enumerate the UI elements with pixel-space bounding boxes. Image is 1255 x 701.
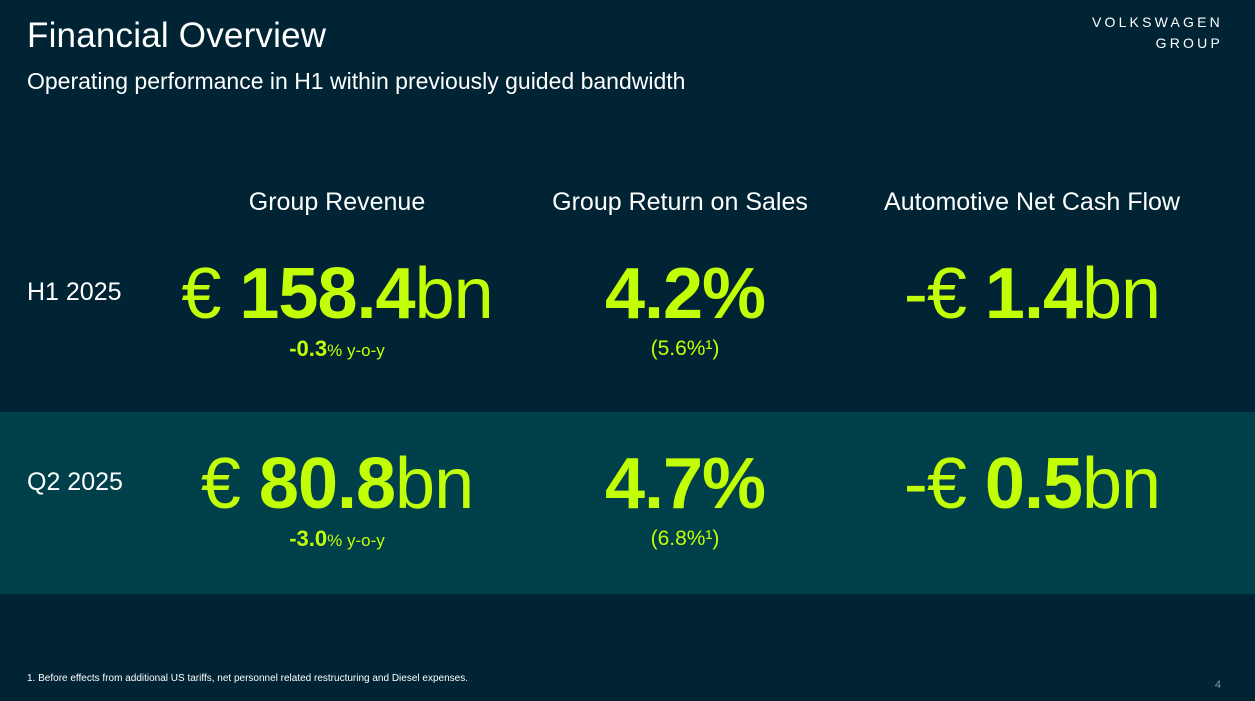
h1-ncf-prefix: -€ (903, 254, 985, 334)
page-title: Financial Overview (27, 16, 327, 55)
h1-revenue-change: -0.3 (289, 336, 328, 361)
h1-ros-value: 4.2% (604, 254, 766, 334)
q2-ncf-unit: bn (1082, 444, 1161, 524)
q2-revenue-value: 80.8 (258, 444, 396, 524)
column-header-net-cash-flow: Automotive Net Cash Flow (884, 188, 1180, 216)
h1-ncf-unit: bn (1082, 254, 1161, 334)
q2-revenue-prefix: € (200, 444, 259, 524)
logo-line-1: VOLKSWAGEN (1091, 14, 1223, 30)
h1-revenue-prefix: € (181, 254, 240, 334)
page-number: 4 (1214, 679, 1221, 691)
q2-ros-value: 4.7% (604, 444, 766, 524)
q2-ncf-prefix: -€ (903, 444, 985, 524)
q2-ncf-value: 0.5 (984, 444, 1083, 524)
q2-return-on-sales: 4.7% (6.8%¹) (604, 444, 766, 552)
q2-revenue-change-unit: % y-o-y (327, 531, 385, 550)
h1-revenue-change-unit: % y-o-y (327, 341, 385, 360)
q2-revenue-change: -3.0 (289, 526, 328, 551)
row-label-h1: H1 2025 (27, 278, 122, 306)
h1-return-on-sales: 4.2% (5.6%¹) (604, 254, 766, 362)
q2-row-band (0, 412, 1255, 594)
h1-group-revenue: € 158.4bn -0.3% y-o-y (181, 254, 494, 364)
h1-revenue-value: 158.4 (239, 254, 415, 334)
footnote: 1. Before effects from additional US tar… (27, 673, 468, 684)
logo-line-2: GROUP (1155, 35, 1223, 51)
h1-ncf-value: 1.4 (984, 254, 1083, 334)
h1-net-cash-flow: -€ 1.4bn (903, 254, 1161, 334)
q2-ros-note: (6.8%¹) (650, 527, 720, 550)
q2-revenue-unit: bn (395, 444, 474, 524)
h1-ros-note: (5.6%¹) (650, 337, 720, 360)
column-header-group-revenue: Group Revenue (248, 188, 426, 216)
q2-group-revenue: € 80.8bn -3.0% y-o-y (200, 444, 474, 554)
page-subtitle: Operating performance in H1 within previ… (27, 68, 686, 94)
column-header-return-on-sales: Group Return on Sales (552, 188, 808, 216)
h1-revenue-unit: bn (414, 254, 494, 334)
q2-net-cash-flow: -€ 0.5bn (903, 444, 1161, 524)
volkswagen-group-logo: VOLKSWAGEN GROUP (1092, 12, 1223, 54)
row-label-q2: Q2 2025 (27, 468, 123, 496)
